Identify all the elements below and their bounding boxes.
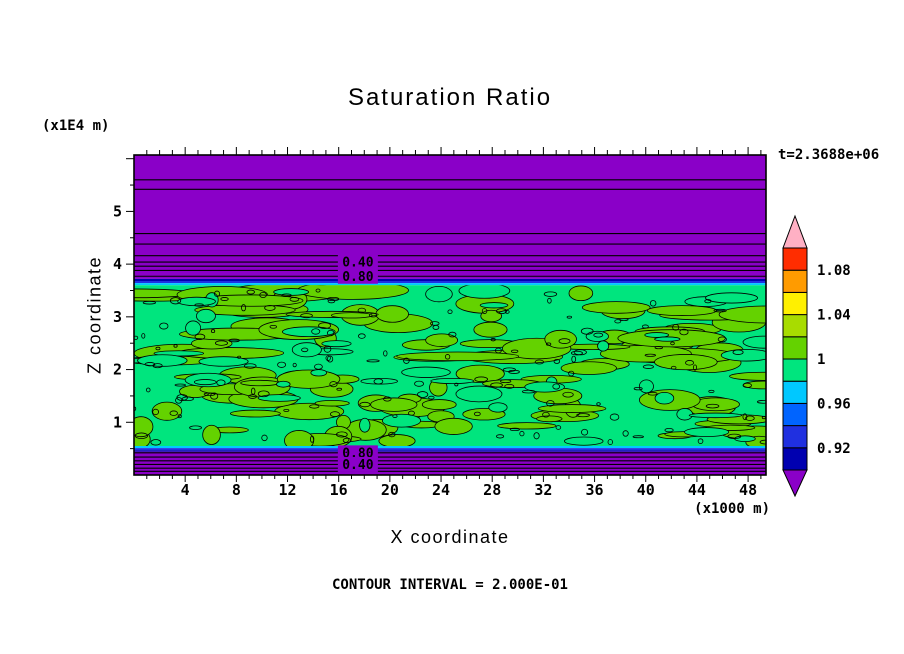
svg-text:1: 1 [817, 352, 825, 368]
svg-text:3: 3 [113, 308, 122, 326]
svg-text:28: 28 [483, 481, 501, 499]
svg-text:0.40: 0.40 [342, 458, 373, 473]
svg-text:24: 24 [432, 481, 450, 499]
svg-text:44: 44 [688, 481, 706, 499]
contour-line-labels: 0.400.800.800.40 [337, 254, 378, 473]
axis-ticks [126, 147, 762, 482]
x-axis-title: X coordinate [390, 527, 510, 547]
svg-text:8: 8 [232, 481, 241, 499]
svg-text:12: 12 [278, 481, 296, 499]
svg-text:0.40: 0.40 [342, 256, 373, 271]
svg-text:36: 36 [586, 481, 604, 499]
svg-text:5: 5 [113, 202, 122, 220]
svg-text:1.08: 1.08 [817, 263, 851, 279]
svg-text:40: 40 [637, 481, 655, 499]
svg-text:0.96: 0.96 [817, 396, 851, 412]
plot-frame [133, 154, 767, 476]
svg-text:4: 4 [181, 481, 190, 499]
svg-text:16: 16 [330, 481, 348, 499]
contour-lines [134, 179, 766, 472]
svg-text:48: 48 [739, 481, 757, 499]
field-noise [134, 285, 766, 447]
chart-title: Saturation Ratio [347, 84, 553, 111]
contour-interval-note: CONTOUR INTERVAL = 2.000E-01 [331, 577, 568, 593]
svg-text:4: 4 [113, 255, 122, 273]
colorbar [782, 214, 808, 498]
svg-text:20: 20 [381, 481, 399, 499]
colorbar-labels: 1.08 1.04 1 0.96 0.92 [817, 263, 851, 457]
svg-text:0.80: 0.80 [342, 270, 373, 285]
svg-text:0.92: 0.92 [817, 441, 851, 457]
svg-text:1.04: 1.04 [817, 308, 851, 324]
svg-text:32: 32 [534, 481, 552, 499]
y-unit-label: (x1E4 m) [42, 118, 110, 134]
svg-text:1: 1 [113, 413, 122, 431]
x-unit-label: (x1000 m) [694, 501, 770, 517]
svg-text:2: 2 [113, 361, 122, 379]
time-label: t=2.3688e+06 [778, 147, 880, 163]
